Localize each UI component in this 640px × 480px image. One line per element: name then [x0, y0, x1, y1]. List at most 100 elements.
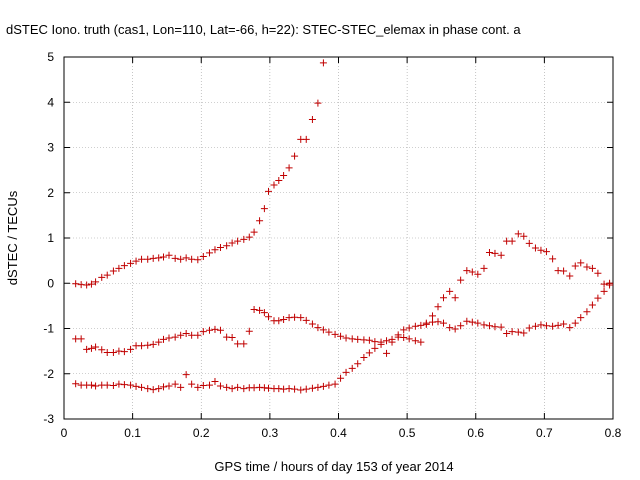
data-point	[446, 324, 454, 332]
data-point	[451, 294, 459, 302]
data-point	[127, 345, 135, 353]
data-point	[280, 172, 288, 180]
data-point	[325, 381, 333, 389]
data-point	[302, 135, 310, 143]
data-point	[223, 242, 231, 250]
data-point	[566, 324, 574, 332]
data-point	[525, 239, 533, 247]
data-point	[302, 385, 310, 393]
data-point	[240, 235, 248, 243]
data-point	[234, 237, 242, 245]
data-point	[83, 281, 91, 289]
data-point	[468, 318, 476, 326]
data-point	[405, 324, 413, 332]
data-point	[503, 329, 511, 337]
data-point	[216, 244, 224, 252]
data-point	[188, 331, 196, 339]
data-point	[285, 164, 293, 172]
data-point	[588, 264, 596, 272]
data-point	[171, 333, 179, 341]
data-point	[115, 264, 123, 272]
data-point	[149, 386, 157, 394]
data-point	[337, 332, 345, 340]
data-point	[280, 315, 288, 323]
data-point	[319, 382, 327, 390]
data-point	[474, 270, 482, 278]
data-point	[571, 319, 579, 327]
data-point	[98, 273, 106, 281]
data-point	[342, 368, 350, 376]
data-point	[205, 249, 213, 257]
data-point	[354, 360, 362, 368]
x-tick-label: 0.7	[536, 426, 553, 440]
data-point	[383, 337, 391, 345]
data-point	[260, 205, 268, 213]
data-point	[165, 334, 173, 342]
data-point	[144, 255, 152, 263]
data-point	[144, 385, 152, 393]
data-point	[400, 326, 408, 334]
y-tick-label: 4	[47, 95, 54, 109]
data-point	[120, 262, 128, 270]
data-point	[302, 316, 310, 324]
data-point	[265, 187, 273, 195]
data-point	[468, 268, 476, 276]
data-point	[87, 280, 95, 288]
data-point	[250, 305, 258, 313]
data-point	[497, 251, 505, 259]
data-point	[177, 255, 185, 263]
point-series-1	[72, 59, 327, 289]
x-tick-label: 0.1	[124, 426, 141, 440]
data-point	[234, 340, 242, 348]
data-point	[216, 326, 224, 334]
data-point	[314, 99, 322, 107]
x-tick-label: 0.5	[399, 426, 416, 440]
data-point	[594, 294, 602, 302]
data-point	[365, 336, 373, 344]
chart-title: dSTEC Iono. truth (cas1, Lon=110, Lat=-6…	[6, 22, 521, 37]
data-point	[600, 280, 608, 288]
data-point	[182, 329, 190, 337]
data-point	[463, 317, 471, 325]
data-point	[360, 353, 368, 361]
data-point	[216, 382, 224, 390]
axis-ticks: 0 0.1 0.2 0.3 0.4 0.5 0.6 0.7 0.8 -3 -2 -1 0 1 2 3 4 5	[43, 50, 621, 440]
data-point	[394, 331, 402, 339]
x-tick-label: 0.6	[467, 426, 484, 440]
data-point	[588, 301, 596, 309]
data-point	[491, 249, 499, 257]
data-point	[240, 385, 248, 393]
x-tick-label: 0.2	[193, 426, 210, 440]
y-tick-label: -2	[43, 367, 54, 381]
data-point	[411, 337, 419, 345]
data-point	[485, 248, 493, 256]
data-point	[457, 276, 465, 284]
data-point	[525, 324, 533, 332]
data-point	[275, 177, 283, 185]
data-point	[83, 345, 91, 353]
data-point	[205, 326, 213, 334]
data-point	[87, 381, 95, 389]
data-point	[308, 320, 316, 328]
data-point	[291, 152, 299, 160]
data-point	[331, 380, 339, 388]
data-point	[417, 321, 425, 329]
data-point	[383, 349, 391, 357]
data-point	[497, 323, 505, 331]
data-point	[348, 364, 356, 372]
data-point	[549, 255, 557, 263]
data-point	[92, 343, 100, 351]
data-point	[194, 383, 202, 391]
data-point	[132, 382, 140, 390]
data-point	[120, 381, 128, 389]
data-point	[571, 262, 579, 270]
data-point	[138, 342, 146, 350]
data-point	[577, 259, 585, 267]
data-point	[103, 348, 111, 356]
data-point	[531, 244, 539, 252]
data-point	[194, 331, 202, 339]
data-point	[120, 348, 128, 356]
point-series-2	[72, 305, 425, 356]
data-point	[127, 381, 135, 389]
